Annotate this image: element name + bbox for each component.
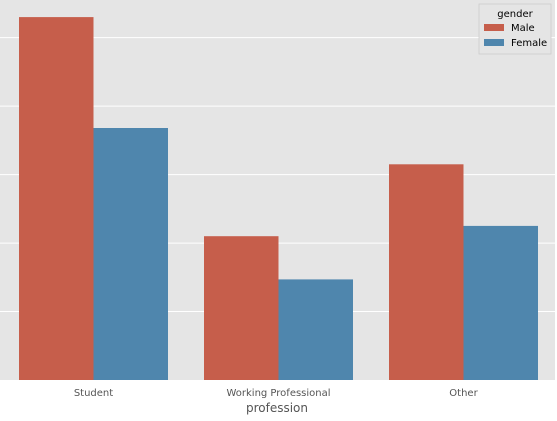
legend-swatch-male [484, 24, 504, 31]
bar-female-other [463, 225, 538, 380]
legend-label-male: Male [511, 23, 535, 34]
x-tick-label: Student [74, 388, 113, 399]
x-tick-label: Other [449, 388, 478, 399]
bar-female-working-professional [278, 279, 353, 380]
bar-male-other [389, 164, 464, 380]
legend-label-female: Female [511, 38, 547, 49]
x-axis-label: profession [246, 401, 308, 415]
bar-male-student [19, 17, 94, 380]
bar-male-working-professional [204, 236, 279, 380]
bar-female-student [93, 128, 168, 380]
legend-swatch-female [484, 39, 504, 46]
x-tick-label: Working Professional [226, 388, 330, 399]
bars-group [19, 17, 538, 380]
legend-title: gender [497, 9, 533, 20]
x-ticks: Student Working Professional Other [74, 388, 479, 399]
legend: gender Male Female [478, 3, 552, 55]
